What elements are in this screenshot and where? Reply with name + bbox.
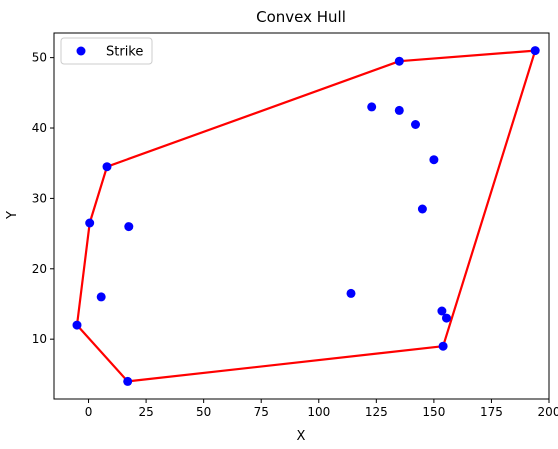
y-tick-label: 10 — [32, 332, 47, 346]
x-tick-label: 100 — [307, 405, 330, 419]
hull-line — [75, 49, 537, 383]
scatter-point — [437, 306, 447, 316]
scatter-point — [394, 56, 404, 66]
scatter-point — [102, 162, 112, 172]
x-tick-label: 125 — [365, 405, 388, 419]
scatter-point — [346, 288, 356, 298]
plot-frame — [53, 32, 550, 400]
legend-label: Strike — [106, 45, 143, 60]
scatter-point — [124, 222, 134, 232]
x-axis: 0 25 50 75 100 125 150 175 200 — [85, 399, 558, 419]
scatter-point — [438, 341, 448, 351]
scatter-point — [394, 105, 404, 115]
scatter-point — [96, 292, 106, 302]
y-tick-label: 40 — [32, 121, 47, 135]
y-tick-label: 20 — [32, 262, 47, 276]
scatter-point — [417, 204, 427, 214]
legend-box — [60, 37, 153, 65]
scatter-point — [85, 218, 95, 228]
scatter-point — [429, 155, 439, 165]
plot-area — [72, 46, 540, 386]
x-tick-label: 150 — [422, 405, 445, 419]
scatter-point — [367, 102, 377, 112]
x-tick-label: 50 — [196, 405, 211, 419]
y-tick-label: 30 — [32, 191, 47, 205]
x-tick-label: 75 — [254, 405, 269, 419]
scatter-point — [442, 313, 451, 323]
chart-title: Convex Hull — [256, 8, 346, 26]
scatter-point — [72, 320, 82, 330]
scatter-point — [530, 46, 540, 56]
y-tick-label: 50 — [32, 51, 47, 65]
scatter-point — [411, 120, 420, 129]
legend-marker — [76, 46, 86, 56]
x-axis-label: X — [297, 429, 306, 444]
y-axis-label: Y — [5, 211, 20, 220]
x-tick-label: 0 — [85, 405, 93, 419]
y-axis: 10 20 30 40 50 — [32, 51, 54, 346]
legend: Strike — [60, 37, 153, 65]
x-tick-label: 200 — [538, 405, 558, 419]
x-tick-label: 175 — [480, 405, 503, 419]
scatter-point — [123, 376, 133, 386]
x-tick-label: 25 — [138, 405, 153, 419]
